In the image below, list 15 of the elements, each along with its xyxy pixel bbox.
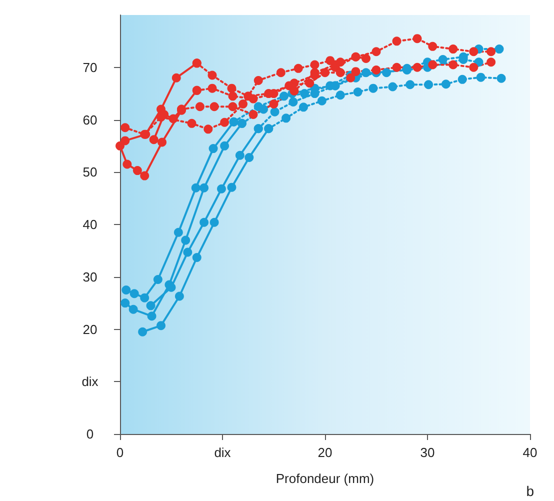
x-tick-label: dix <box>214 445 232 460</box>
y-tick-label: dix <box>82 374 99 390</box>
x-tick-label: 0 <box>116 445 124 460</box>
text: b <box>526 483 534 499</box>
y-tick-label: 30 <box>82 269 98 284</box>
y-tick-label: 20 <box>82 322 98 337</box>
x-tick-label: 20 <box>318 445 332 460</box>
y-tick-label: 70 <box>82 60 98 75</box>
x-tick-label: 40 <box>522 445 538 460</box>
y-tick-label: 0 <box>86 426 94 442</box>
x-axis-title: Profondeur (mm) <box>276 471 374 486</box>
y-tick-label: 40 <box>82 217 98 232</box>
y-tick-label: 60 <box>82 112 98 128</box>
y-tick-label: 50 <box>82 164 98 180</box>
x-tick-label: 30 <box>420 445 435 460</box>
